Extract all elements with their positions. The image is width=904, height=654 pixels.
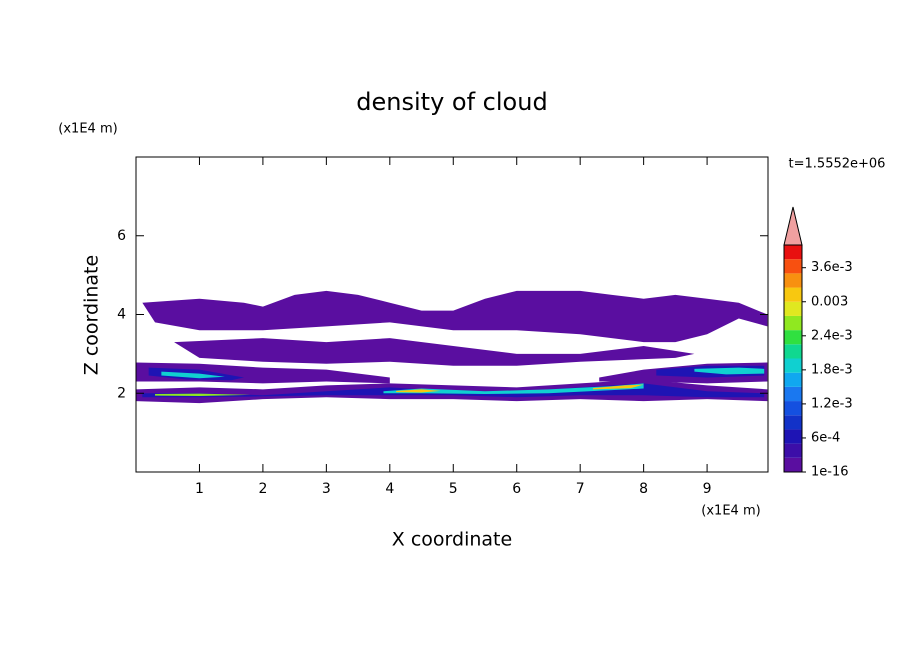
contour-region: [396, 389, 441, 393]
contour-region: [592, 384, 644, 390]
y-tick-label: 6: [117, 228, 126, 244]
y-tick-label: 2: [117, 385, 126, 401]
colorbar-tick-label: 3.6e-3: [811, 260, 853, 275]
colorbar-tick-label: 1.8e-3: [811, 362, 853, 377]
x-tick-label: 9: [703, 481, 712, 497]
plot-area: [136, 290, 768, 404]
x-tick-label: 3: [322, 481, 331, 497]
x-tick-label: 4: [385, 481, 394, 497]
colorbar-band: [784, 301, 802, 316]
contour-region: [142, 290, 768, 343]
colorbar-band: [784, 372, 802, 387]
x-tick-label: 6: [512, 481, 521, 497]
x-tick-label: 7: [576, 481, 585, 497]
x-tick-label: 1: [195, 481, 204, 497]
colorbar-band: [784, 457, 802, 472]
contour-region: [694, 367, 765, 375]
colorbar-band: [784, 330, 802, 345]
colorbar-band: [784, 415, 802, 430]
colorbar-tick-label: 1.2e-3: [811, 396, 853, 411]
colorbar-tick-label: 0.003: [811, 294, 848, 309]
colorbar-band: [784, 287, 802, 302]
y-axis-label: Z coordinate: [81, 255, 103, 375]
colorbar-band: [784, 273, 802, 288]
contour-region: [174, 338, 695, 366]
colorbar-tick-label: 2.4e-3: [811, 328, 853, 343]
colorbar-tick-label: 6e-4: [811, 430, 840, 445]
y-unit: (x1E4 m): [58, 122, 117, 137]
x-tick-label: 8: [639, 481, 648, 497]
contour-region: [161, 371, 225, 379]
x-tick-label: 2: [258, 481, 267, 497]
x-tick-label: 5: [449, 481, 458, 497]
colorbar-band: [784, 245, 802, 260]
contour-region: [155, 393, 251, 397]
colorbar-band: [784, 315, 802, 331]
colorbar-band: [784, 429, 802, 444]
contour-region: [383, 383, 644, 395]
x-unit: (x1E4 m): [701, 504, 760, 519]
time-label: t=1.5552e+06: [789, 157, 886, 172]
colorbar-extension: [783, 206, 803, 246]
colorbar-band: [784, 386, 802, 402]
colorbar-frame: [783, 244, 803, 473]
colorbar-band: [784, 443, 802, 458]
y-tick-label: 4: [117, 307, 126, 323]
colorbar-band: [784, 358, 802, 373]
colorbar-band: [784, 401, 802, 416]
colorbar-band: [784, 259, 802, 274]
colorbar-tick-label: 1e-16: [811, 465, 849, 480]
colorbar-band: [784, 344, 802, 359]
x-axis-label: X coordinate: [392, 529, 512, 551]
chart-title: density of cloud: [356, 88, 547, 116]
